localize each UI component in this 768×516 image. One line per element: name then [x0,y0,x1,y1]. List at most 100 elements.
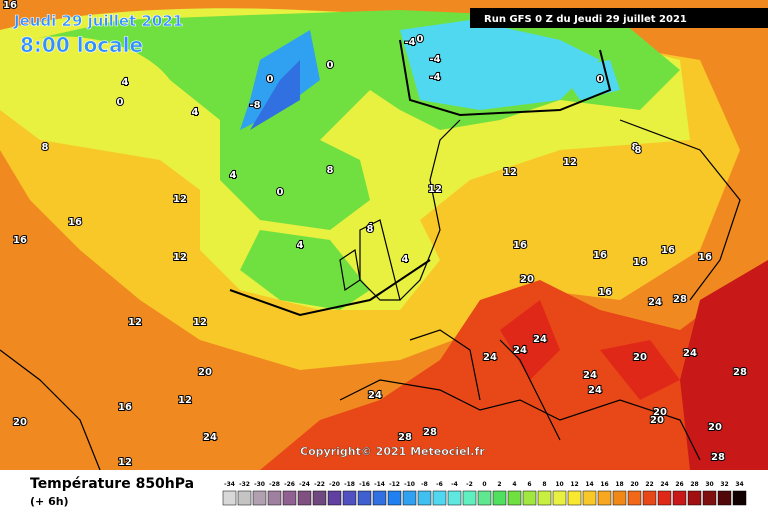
isotherm-label: 8 [42,142,49,153]
scale-swatch [702,490,717,506]
isotherm-label: 12 [128,317,142,328]
scale-label: -30 [254,481,265,488]
isotherm-label: 12 [193,317,207,328]
isotherm-label: 0 [417,34,424,45]
isotherm-label: 24 [648,297,662,308]
scale-label: 0 [482,481,486,488]
isotherm-label: 16 [661,245,675,256]
run-info: Run GFS 0 Z du Jeudi 29 juillet 2021 [484,14,687,25]
scale-swatch [567,490,582,506]
isotherm-label: 16 [13,235,27,246]
isotherm-label: 16 [633,257,647,268]
scale-label: -20 [329,481,340,488]
date: Jeudi 29 juillet 2021 [13,12,183,30]
scale-swatch [522,490,537,506]
scale-label: 6 [527,481,531,488]
scale-swatch [372,490,387,506]
isotherm-label: 8 [632,142,639,153]
scale-swatch [672,490,687,506]
scale-swatch [507,490,522,506]
scale-label: -10 [404,481,415,488]
scale-label: 4 [512,481,516,488]
isotherm-label: 24 [483,352,497,363]
scale-swatch [687,490,702,506]
coastlines [0,119,741,471]
scale-swatch [237,490,252,506]
isotherm-label: 12 [118,457,132,468]
cold-zone [250,60,300,130]
isotherm-label: 20 [520,274,534,285]
scale-label: 16 [600,481,608,488]
scale-swatch [732,490,747,506]
isotherm-label: 4 [297,240,304,251]
isotherm-label: 0 [267,74,274,85]
scale-swatch [462,490,477,506]
isotherm-label: 0 [117,97,124,108]
isotherm-label: 20 [198,367,212,378]
scale-label: 14 [585,481,593,488]
isotherms [229,39,612,317]
isotherm-label: 12 [428,184,442,195]
scale-label: -34 [224,481,235,488]
isotherm-label: 28 [733,367,747,378]
isotherm-label: 20 [13,417,27,428]
scale-label: -22 [314,481,325,488]
isotherm-label: 8 [327,165,334,176]
scale-label: -16 [359,481,370,488]
scale-swatch [582,490,597,506]
isotherm-label: 20 [708,422,722,433]
isotherm-label: 28 [711,452,725,463]
isotherm-label: 4 [192,107,199,118]
scale-label: 28 [690,481,698,488]
scale-label: 26 [675,481,683,488]
isotherm-label: -4 [429,72,440,83]
isotherm-label: 4 [230,170,237,181]
isotherm-label: 4 [367,222,374,233]
scale-swatch [267,490,282,506]
isotherm-label: 12 [178,395,192,406]
isotherm-label: 24 [203,432,217,443]
scale-label: -24 [299,481,310,488]
scale-label: -18 [344,481,355,488]
scale-label: -26 [284,481,295,488]
scale-label: -32 [239,481,250,488]
time: 8:00 locale [20,33,143,57]
scale-swatch [477,490,492,506]
scale-swatch [282,490,297,506]
scale-swatch [612,490,627,506]
cool-zone [240,230,370,310]
legend-title: Température 850hPa [30,476,194,492]
scale-swatch [342,490,357,506]
isotherm-label: -4 [404,37,415,48]
isotherm-label: 12 [173,252,187,263]
scale-label: -12 [389,481,400,488]
isotherm-label: 16 [513,240,527,251]
scale-swatch [402,490,417,506]
isotherm-label: 28 [423,427,437,438]
scale-swatch [327,490,342,506]
scale-swatch [552,490,567,506]
isotherm-label: 0 [597,74,604,85]
isotherm-label: 24 [583,370,597,381]
scale-swatch [297,490,312,506]
scale-swatch [447,490,462,506]
scale-swatch [537,490,552,506]
isotherm-label: 16 [698,252,712,263]
isotherm-label: 24 [513,345,527,356]
scale-label: 8 [542,481,546,488]
scale-swatch [597,490,612,506]
isotherm-label: 8 [367,224,374,235]
hot-zone [680,260,768,470]
scale-label: 18 [615,481,623,488]
isotherm-label: 24 [588,385,602,396]
legend-step: (+ 6h) [30,495,69,508]
scale-swatch [417,490,432,506]
scale-label: -14 [374,481,385,488]
scale-swatch [222,490,237,506]
isotherm-label: 20 [633,352,647,363]
cold-zone [400,20,600,110]
isotherm-label: 0 [277,187,284,198]
isotherm-label: 16 [3,0,17,11]
scale-swatch [312,490,327,506]
isotherm-label: 4 [402,254,409,265]
